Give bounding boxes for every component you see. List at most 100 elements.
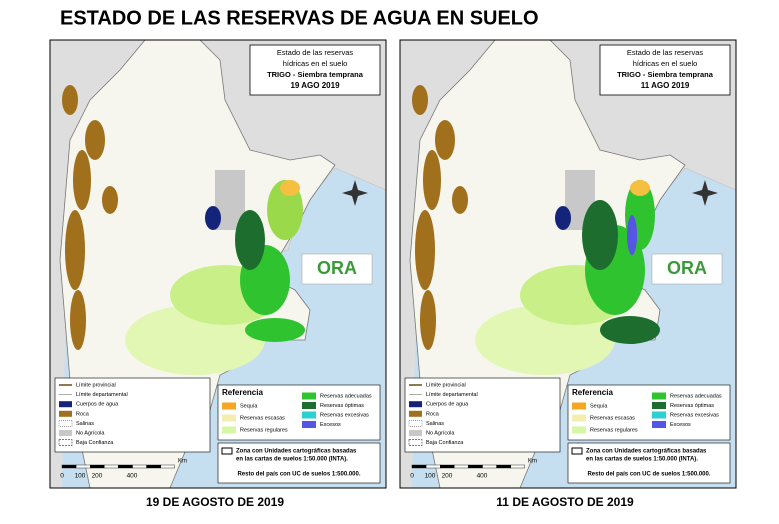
legend-label: Límite provincial xyxy=(76,382,116,388)
reference-swatch xyxy=(572,402,586,410)
drought-area xyxy=(280,180,300,196)
panel-caption: 11 DE AGOSTO DE 2019 xyxy=(496,495,634,509)
rock-area xyxy=(452,186,468,214)
reference-swatch xyxy=(222,426,236,434)
notes-box xyxy=(217,442,381,484)
panel-frame xyxy=(49,39,387,489)
scale-segment xyxy=(468,464,483,469)
info-line: hídricas en el suelo xyxy=(633,59,698,68)
legend-label: Límite departamental xyxy=(76,392,128,398)
legend-symbol xyxy=(58,420,73,427)
scale-segment xyxy=(146,464,161,469)
reference-swatch xyxy=(652,402,666,409)
scale-segment xyxy=(118,464,133,469)
zone-note: en las cartas de suelos 1:50.000 (INTA). xyxy=(586,457,698,463)
info-line: TRIGO - Siembra temprana xyxy=(617,70,714,79)
legend-label: Cuerpos de agua xyxy=(76,402,119,408)
scale-segment xyxy=(61,464,77,469)
reference-label: Reservas excesivas xyxy=(670,412,719,418)
reference-label: Reservas excesivas xyxy=(320,412,369,418)
reference-swatch xyxy=(222,402,236,410)
reference-label: Reservas óptimas xyxy=(670,403,714,409)
scale-segment xyxy=(104,464,119,469)
scale-segment xyxy=(454,464,469,469)
scale-label: 200 xyxy=(442,473,453,480)
reference-label: Sequía xyxy=(590,403,608,409)
scale-segment xyxy=(90,464,105,469)
rock-area xyxy=(415,210,435,290)
scale-label: 100 xyxy=(75,473,86,480)
reserves-area xyxy=(245,318,305,342)
legend-symbol xyxy=(409,430,422,436)
rock-area xyxy=(62,85,78,115)
info-line: 11 AGO 2019 xyxy=(641,81,690,90)
reference-label: Reservas escasas xyxy=(590,415,635,421)
rock-area xyxy=(420,290,436,350)
water-body xyxy=(205,206,221,230)
legend-label: Baja Confianza xyxy=(426,440,464,446)
legend-label: Roca xyxy=(426,411,440,417)
scale-segment xyxy=(440,464,455,469)
zone-note: en las cartas de suelos 1:50.000 (INTA). xyxy=(236,457,348,463)
scale-label: 100 xyxy=(425,473,436,480)
reserves-area xyxy=(235,210,265,270)
reference-swatch xyxy=(302,392,316,400)
map-panel: Estado de las reservas hídricas en el sue… xyxy=(399,39,737,489)
legend-symbol xyxy=(408,420,423,427)
zone-symbol xyxy=(571,447,583,455)
legend-label: Salinas xyxy=(76,421,94,427)
logo-box xyxy=(301,253,373,285)
rock-area xyxy=(102,186,118,214)
rest-note: Resto del país con UC de suelos 1:500.00… xyxy=(587,472,710,478)
map-panel: Estado de las reservas hídricas en el sue… xyxy=(49,39,387,489)
rock-area xyxy=(70,290,86,350)
info-line: 19 AGO 2019 xyxy=(290,81,340,90)
zone-note: Zona con Unidades cartográficas basadas xyxy=(586,449,707,455)
zone-note: Zona con Unidades cartográficas basadas xyxy=(236,449,357,455)
scale-segment xyxy=(425,464,441,469)
legend-symbol xyxy=(59,410,72,417)
scale-segment xyxy=(160,464,175,469)
reference-label: Excesos xyxy=(320,422,341,428)
scale-unit: Km xyxy=(528,459,537,465)
legend-label: Límite provincial xyxy=(426,382,466,388)
reference-swatch xyxy=(222,414,236,422)
reference-swatch xyxy=(572,426,586,434)
scale-segment xyxy=(411,464,427,469)
legend-label: Baja Confianza xyxy=(76,440,114,446)
panel-caption: 19 DE AGOSTO DE 2019 xyxy=(146,495,284,509)
reserves-area xyxy=(600,316,660,344)
logo: ORA xyxy=(317,258,357,278)
panel-frame xyxy=(399,39,737,489)
water-body xyxy=(555,206,571,230)
reserves-area xyxy=(582,200,618,270)
reference-swatch xyxy=(572,414,586,422)
scale-segment xyxy=(75,464,91,469)
rock-area xyxy=(435,120,455,160)
reference-label: Reservas regulares xyxy=(240,427,288,433)
reference-title: Referencia xyxy=(572,388,613,397)
legend-symbol xyxy=(409,401,422,408)
legend-symbol xyxy=(58,439,73,446)
scale-label: 400 xyxy=(477,473,488,480)
notes-box xyxy=(567,442,731,484)
reference-swatch xyxy=(652,421,666,428)
reference-label: Reservas regulares xyxy=(590,427,638,433)
reference-swatch xyxy=(302,421,316,428)
legend-symbol xyxy=(409,410,422,417)
page-title: ESTADO DE LAS RESERVAS DE AGUA EN SUELO xyxy=(60,7,539,29)
info-line: hídricas en el suelo xyxy=(283,59,348,68)
info-box xyxy=(249,44,381,96)
reference-swatch xyxy=(652,411,666,419)
zone-symbol xyxy=(221,447,233,455)
rest-note: Resto del país con UC de suelos 1:500.00… xyxy=(237,472,360,478)
scale-segment xyxy=(132,464,147,469)
info-line: Estado de las reservas xyxy=(277,48,354,57)
reference-label: Reservas óptimas xyxy=(320,403,364,409)
info-line: TRIGO - Siembra temprana xyxy=(267,70,364,79)
reference-swatch xyxy=(302,402,316,409)
legend-symbol xyxy=(408,439,423,446)
rock-area xyxy=(412,85,428,115)
reference-swatch xyxy=(302,411,316,419)
